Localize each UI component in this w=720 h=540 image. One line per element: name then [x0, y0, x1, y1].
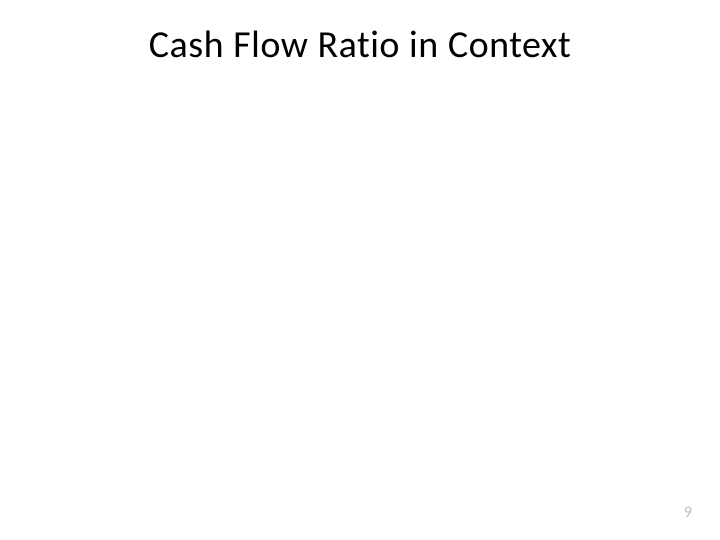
page-number: 9 [684, 503, 692, 522]
slide-title: Cash Flow Ratio in Context [0, 22, 720, 68]
